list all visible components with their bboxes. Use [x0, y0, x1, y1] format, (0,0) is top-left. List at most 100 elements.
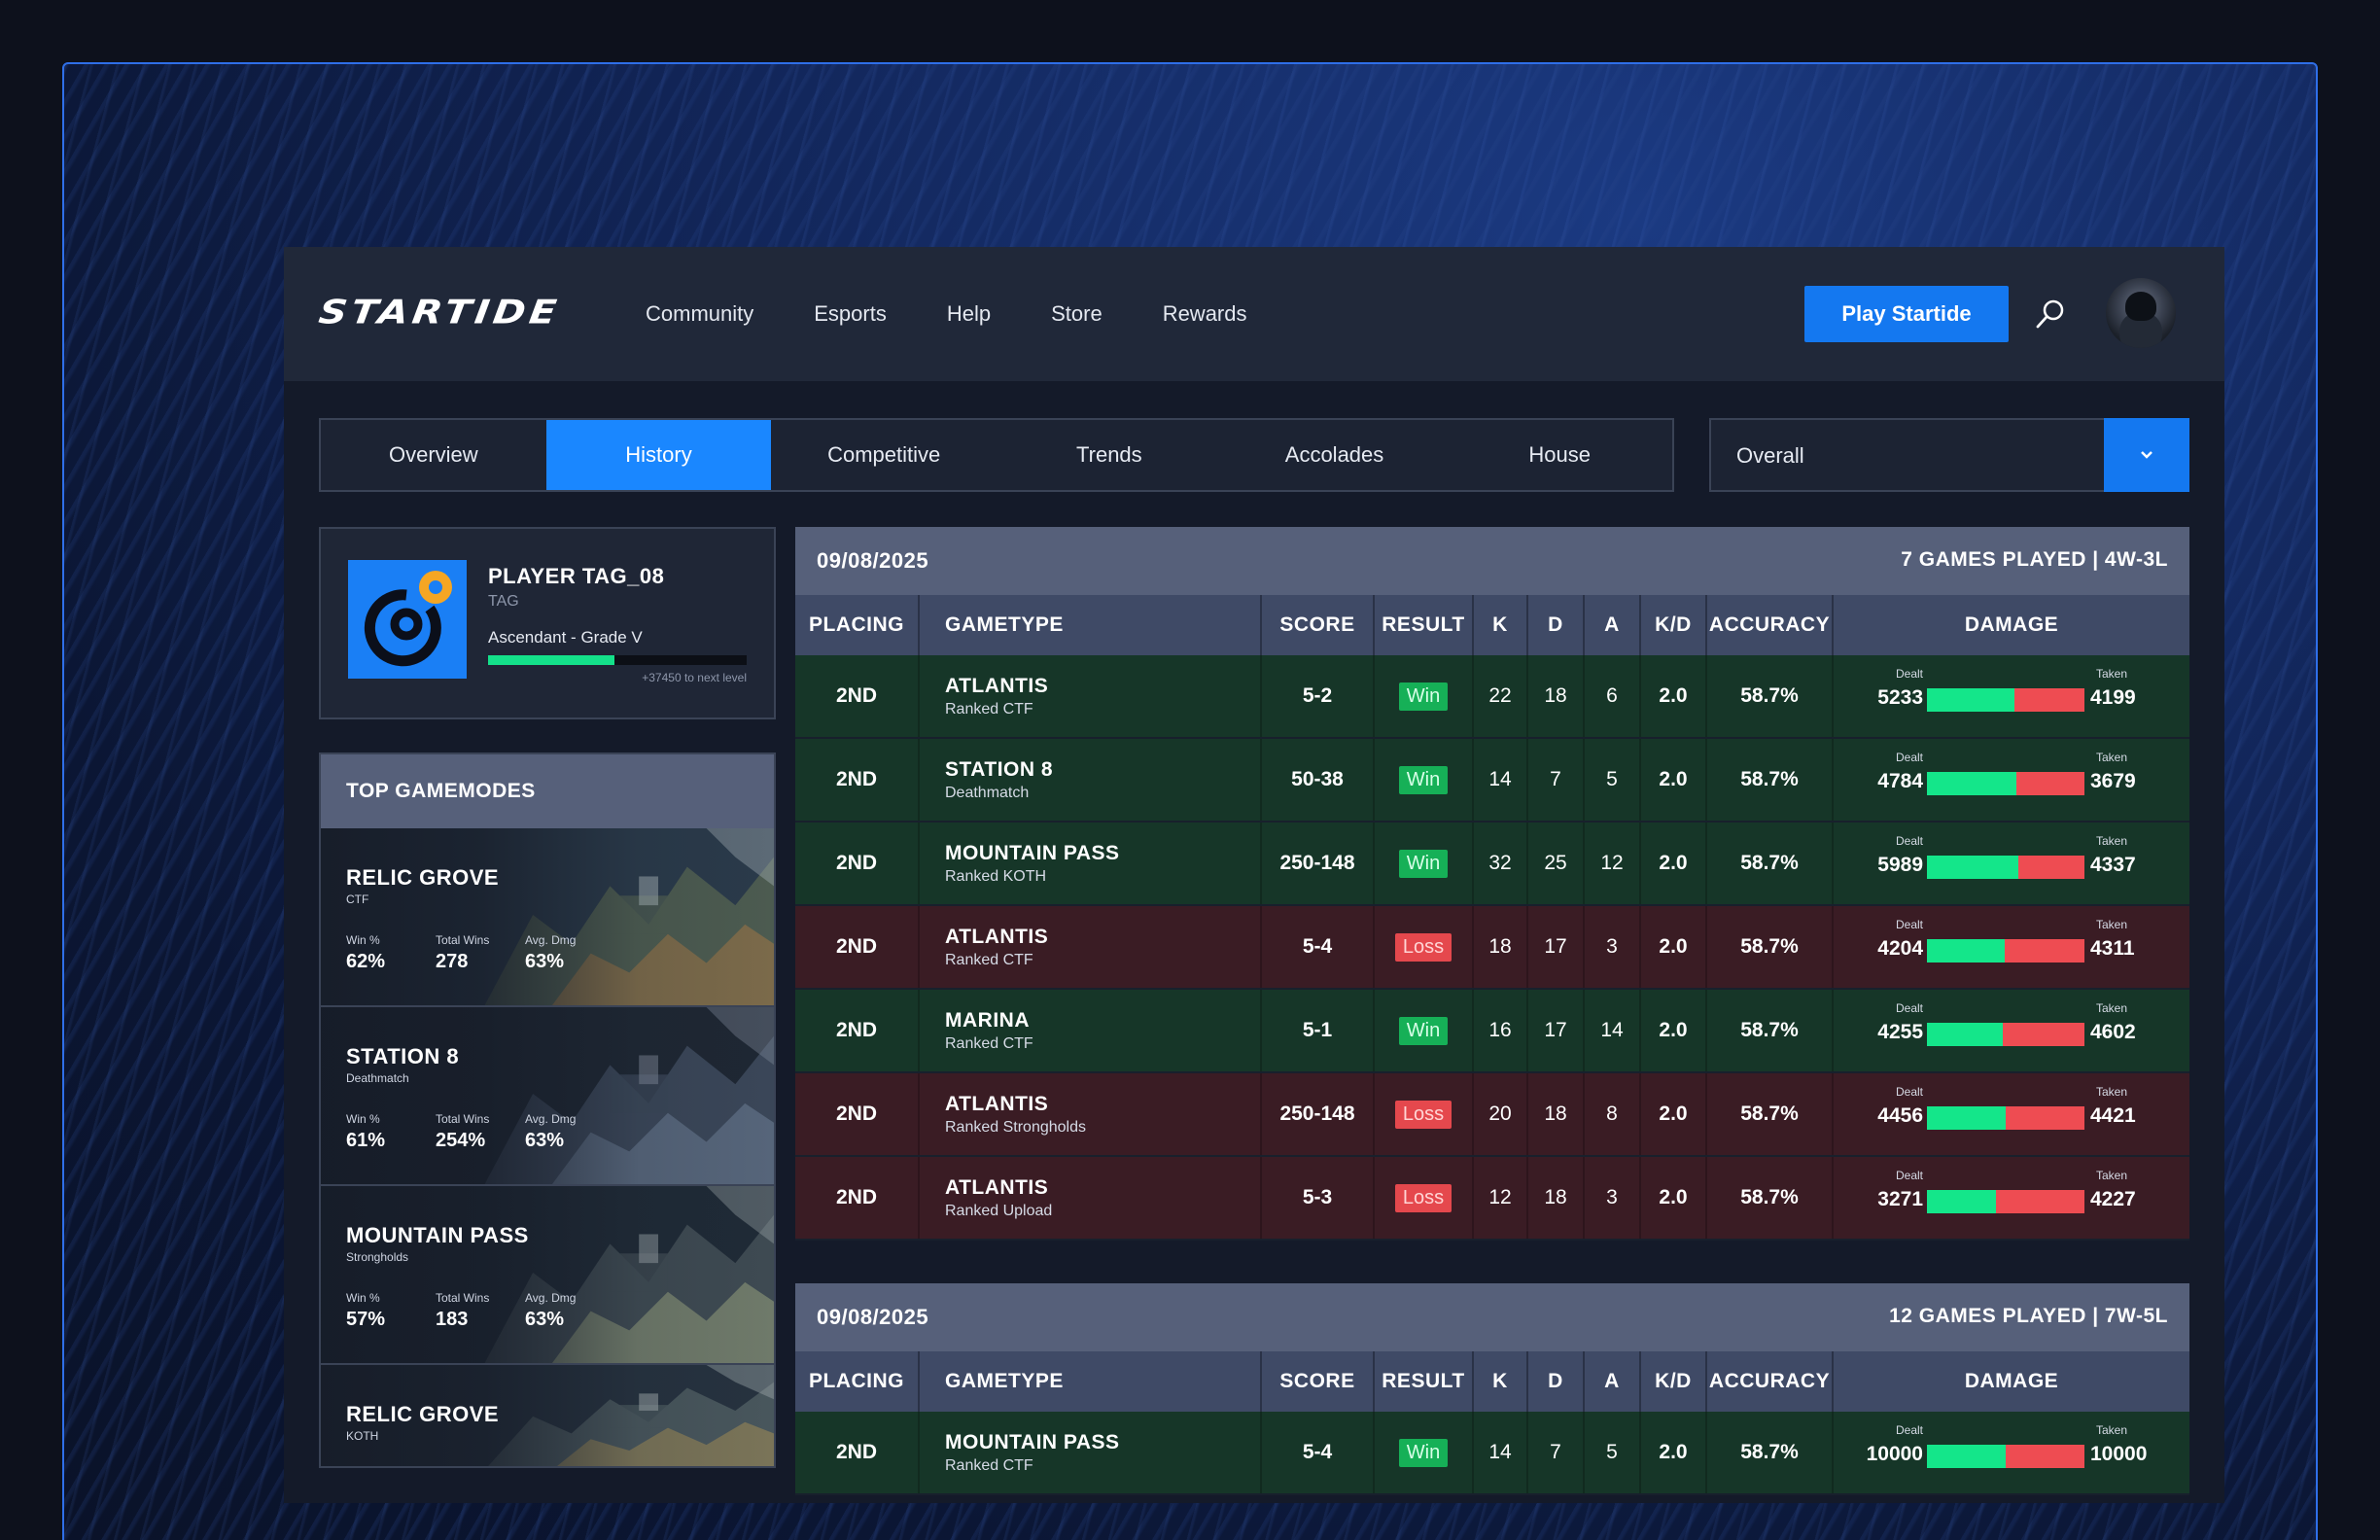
startide-logo[interactable]: STARTIDE: [316, 293, 563, 332]
table-row[interactable]: 2ND MOUNTAIN PASS Ranked KOTH 250-148 Win 32 2…: [795, 822, 2189, 906]
column-header-result[interactable]: RESULT: [1375, 1351, 1474, 1412]
column-header-score[interactable]: SCORE: [1262, 1351, 1375, 1412]
row-deaths: 25: [1528, 822, 1585, 904]
nav-community[interactable]: Community: [646, 301, 754, 326]
damage-dealt-fill: [1927, 772, 2016, 795]
row-placing: 2ND: [795, 822, 920, 904]
row-placing: 2ND: [795, 1157, 920, 1239]
damage-taken: 3679: [2090, 770, 2136, 792]
result-badge: Win: [1398, 1438, 1449, 1467]
table-header: PLACING GAMETYPE SCORE RESULT K D A K/D ACCURACY…: [795, 595, 2189, 655]
player-rank: Ascendant - Grade V: [488, 628, 643, 647]
table-row[interactable]: 2ND STATION 8 Deathmatch 50-38 Win 14 7 5 2.0 58.…: [795, 739, 2189, 822]
row-kd: 2.0: [1641, 655, 1707, 737]
row-placing: 2ND: [795, 739, 920, 821]
row-gametype: ATLANTIS Ranked CTF: [920, 655, 1262, 737]
damage-dealt: 4456: [1877, 1104, 1923, 1127]
stat-value: 62%: [346, 951, 386, 972]
table-row[interactable]: 2ND ATLANTIS Ranked CTF 5-2 Win 22 18 6 2.0 58.7%…: [795, 655, 2189, 739]
row-damage: Dealt 5989 Taken 4337: [1834, 822, 2189, 904]
search-icon[interactable]: [2034, 298, 2067, 331]
damage-dealt-fill: [1927, 856, 2018, 879]
column-header-kd[interactable]: K/D: [1641, 1351, 1707, 1412]
tab-competitive[interactable]: Competitive: [827, 442, 941, 467]
table-row[interactable]: 2ND ATLANTIS Ranked Strongholds 250-148 Loss…: [795, 1073, 2189, 1157]
table-header: PLACING GAMETYPE SCORE RESULT K D A K/D ACCURACY…: [795, 1351, 2189, 1412]
column-header-score[interactable]: SCORE: [1262, 595, 1375, 655]
column-header-accuracy[interactable]: ACCURACY: [1707, 1351, 1834, 1412]
column-header-kills[interactable]: K: [1474, 1351, 1528, 1412]
tab-trends[interactable]: Trends: [1076, 442, 1142, 467]
gamemode-total-wins: Total Wins 278: [436, 933, 489, 973]
nav-esports[interactable]: Esports: [814, 301, 887, 326]
table-row[interactable]: 2ND MOUNTAIN PASS Ranked CTF 5-4 Win 14 7 5 2.0 5…: [795, 1412, 2189, 1495]
row-result: Win: [1375, 1412, 1474, 1493]
column-header-result[interactable]: RESULT: [1375, 595, 1474, 655]
tab-house[interactable]: House: [1528, 442, 1591, 467]
gamemode-avg-dmg: Avg. Dmg 63%: [525, 933, 576, 973]
nav-rewards[interactable]: Rewards: [1162, 301, 1247, 326]
damage-dealt: 4204: [1877, 937, 1923, 960]
row-damage: Dealt 5233 Taken 4199: [1834, 655, 2189, 737]
table-row[interactable]: 2ND ATLANTIS Ranked CTF 5-4 Loss 18 17 3 2.0 58.7…: [795, 906, 2189, 990]
column-header-placing[interactable]: PLACING: [795, 1351, 920, 1412]
gamemode-total-wins: Total Wins 254%: [436, 1112, 489, 1152]
table-row[interactable]: 2ND MARINA Ranked CTF 5-1 Win 16 17 14 2.0 58.7% D…: [795, 990, 2189, 1073]
damage-dealt-fill: [1927, 1190, 1996, 1213]
damage-taken: 10000: [2090, 1443, 2148, 1465]
gamemode-card[interactable]: RELIC GROVE KOTH: [321, 1365, 774, 1466]
background-frame: STARTIDE Community Esports Help Store Re…: [62, 62, 2318, 1540]
row-mode: Ranked KOTH: [945, 867, 1047, 885]
row-result: Loss: [1375, 1073, 1474, 1155]
row-placing: 2ND: [795, 1412, 920, 1493]
row-accuracy: 58.7%: [1707, 1157, 1834, 1239]
play-startide-button[interactable]: Play Startide: [1804, 286, 2009, 342]
column-header-accuracy[interactable]: ACCURACY: [1707, 595, 1834, 655]
row-kd: 2.0: [1641, 739, 1707, 821]
column-header-deaths[interactable]: D: [1528, 595, 1585, 655]
avatar[interactable]: [2106, 278, 2176, 348]
column-header-kills[interactable]: K: [1474, 595, 1528, 655]
nav-store[interactable]: Store: [1051, 301, 1102, 326]
column-header-assists[interactable]: A: [1585, 1351, 1641, 1412]
column-header-deaths[interactable]: D: [1528, 1351, 1585, 1412]
row-gametype: MOUNTAIN PASS Ranked KOTH: [920, 822, 1262, 904]
dealt-label: Dealt: [1895, 1169, 1923, 1182]
tab-overview[interactable]: Overview: [388, 442, 478, 467]
column-header-assists[interactable]: A: [1585, 595, 1641, 655]
damage-dealt-fill: [1927, 688, 2014, 712]
row-placing: 2ND: [795, 990, 920, 1071]
row-map: MARINA: [945, 1008, 1030, 1032]
table-row[interactable]: 2ND ATLANTIS Ranked Upload 5-3 Loss 12 18 3 2.0 5…: [795, 1157, 2189, 1241]
dropdown-toggle[interactable]: [2104, 418, 2189, 492]
mode-filter-select[interactable]: Overall: [1709, 418, 2189, 492]
gamemode-card[interactable]: RELIC GROVE CTF Win % 62% Total Wins 278 Avg. …: [321, 828, 774, 1007]
tab-history[interactable]: History: [545, 420, 772, 490]
row-accuracy: 58.7%: [1707, 739, 1834, 821]
column-header-gametype[interactable]: GAMETYPE: [920, 1351, 1262, 1412]
column-header-placing[interactable]: PLACING: [795, 595, 920, 655]
row-map: MOUNTAIN PASS: [945, 1430, 1120, 1453]
row-map: ATLANTIS: [945, 1092, 1049, 1115]
row-mode: Ranked CTF: [945, 1456, 1033, 1474]
nav-help[interactable]: Help: [946, 301, 992, 326]
result-badge: Loss: [1394, 1100, 1452, 1129]
row-deaths: 7: [1528, 1412, 1585, 1493]
tab-accolades[interactable]: Accolades: [1284, 442, 1384, 467]
damage-dealt: 10000: [1866, 1443, 1923, 1465]
row-damage: Dealt 4784 Taken 3679: [1834, 739, 2189, 821]
column-header-damage[interactable]: DAMAGE: [1964, 1370, 2059, 1392]
column-header-kd[interactable]: K/D: [1641, 595, 1707, 655]
row-assists: 12: [1585, 822, 1641, 904]
row-kd: 2.0: [1641, 822, 1707, 904]
gamemode-total-wins: Total Wins 183: [436, 1291, 489, 1331]
column-header-gametype[interactable]: GAMETYPE: [920, 595, 1262, 655]
column-header-damage[interactable]: DAMAGE: [1964, 613, 2059, 636]
row-score: 5-2: [1262, 655, 1375, 737]
gamemode-card[interactable]: MOUNTAIN PASS Strongholds Win % 57% Total Wi…: [321, 1186, 774, 1365]
damage-dealt: 3271: [1877, 1188, 1923, 1210]
gamemode-card[interactable]: STATION 8 Deathmatch Win % 61% Total Wins 254…: [321, 1007, 774, 1186]
result-badge: Win: [1398, 682, 1449, 711]
result-badge: Win: [1398, 849, 1449, 878]
row-result: Win: [1375, 990, 1474, 1071]
